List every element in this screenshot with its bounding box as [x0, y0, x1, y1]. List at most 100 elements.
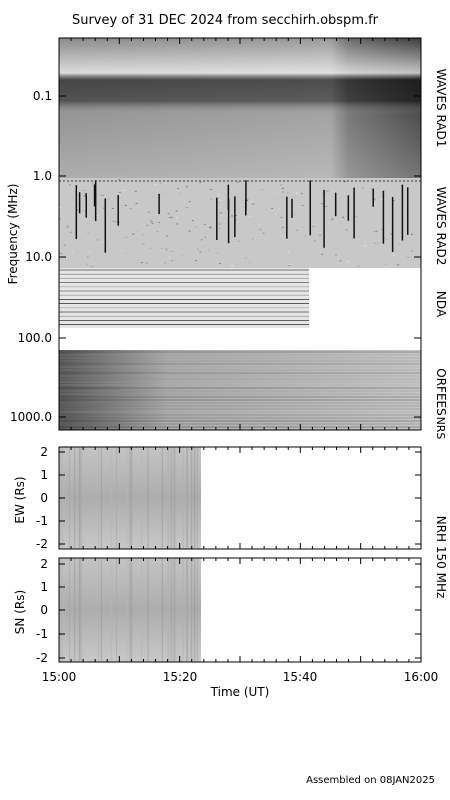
rad2-speck [183, 234, 186, 236]
rad2-speck [373, 198, 376, 200]
chart-title: Survey of 31 DEC 2024 from secchirh.obsp… [72, 13, 379, 28]
rad2-speck [107, 189, 110, 191]
y-tick-label: -2 [36, 651, 48, 665]
rad2-speck [388, 226, 391, 228]
instrument-label-orfees: ORFEES [434, 368, 448, 415]
rad2-speck [77, 203, 80, 205]
rad2-speck [334, 254, 337, 256]
rad2-speck [218, 194, 221, 196]
rad2-speck [234, 194, 237, 196]
rad2-speck [207, 249, 210, 251]
rad2-speck [289, 227, 292, 229]
rad2-speck [376, 242, 379, 244]
rad2-speck [294, 196, 297, 198]
rad2-speck [118, 179, 121, 181]
rad2-speck [340, 223, 343, 225]
rad2-speck [168, 217, 171, 219]
nda-lines [59, 269, 309, 325]
rad2-bursts [59, 179, 421, 268]
rad2-speck [392, 254, 395, 256]
rad2-speck [293, 213, 296, 215]
rad2-speck [164, 262, 167, 264]
rad2-speck [220, 212, 223, 214]
rad2-speck [118, 192, 121, 194]
rad2-speck [188, 230, 191, 232]
rad2-speck [185, 204, 188, 206]
rad2-speck [82, 189, 85, 191]
rad2-speck [282, 187, 285, 189]
assembled-note: Assembled on 08JAN2025 [306, 775, 435, 786]
rad2-speck [234, 215, 237, 217]
rad2-speck [397, 264, 400, 266]
rad2-speck [176, 223, 179, 225]
rad2-speck [400, 212, 403, 214]
rad2-speck [187, 244, 190, 246]
rad2-speck [325, 205, 328, 207]
rad2-speck [313, 203, 316, 205]
rad2-speck [102, 207, 105, 209]
rad2-speck [217, 212, 220, 214]
rad2-speck [315, 255, 318, 257]
rad2-band [59, 178, 421, 268]
rad2-speck [295, 229, 298, 231]
rad1-band-shading [59, 38, 421, 178]
rad2-speck [407, 256, 410, 258]
rad2-speck [151, 222, 154, 224]
rad2-speck [106, 241, 109, 243]
rad2-speck [59, 218, 62, 220]
rad2-speck [137, 191, 140, 193]
orfees-lines [59, 351, 421, 428]
rad2-speck [278, 208, 281, 210]
rad2-speck [204, 236, 207, 238]
rad2-speck [101, 194, 104, 196]
rad2-speck [380, 229, 383, 231]
rad2-speck [119, 195, 122, 197]
y-tick-label: 0.1 [33, 89, 52, 103]
rad2-speck [246, 198, 249, 200]
rad2-speck [262, 232, 265, 234]
rad2-speck [251, 238, 254, 240]
rad2-speck [302, 226, 305, 228]
rad2-speck [282, 191, 285, 193]
y-tick-label: 0 [40, 603, 48, 617]
rad2-speck [218, 263, 221, 265]
rad2-speck [259, 228, 262, 230]
rad2-speck [135, 202, 138, 204]
rad2-speck [312, 180, 315, 182]
rad2-speck [355, 216, 358, 218]
rad2-speck [84, 193, 87, 195]
rad2-speck [115, 221, 118, 223]
rad2-speck [181, 213, 184, 215]
rad2-speck [343, 181, 346, 183]
y-tick-label: -1 [36, 627, 48, 641]
rad2-speck [250, 200, 253, 202]
y-tick-label: 10.0 [25, 250, 52, 264]
rad2-speck [154, 184, 157, 186]
rad2-speck [147, 211, 150, 213]
rad2-speck [185, 207, 188, 209]
x-axis: 15:00 15:20 15:40 16:00 Time (UT) [42, 670, 439, 699]
rad2-speck [171, 260, 174, 262]
nda-band [59, 268, 309, 328]
nrh-streaks [60, 448, 198, 661]
rad2-speck [132, 233, 135, 235]
rad2-speck [248, 225, 251, 227]
rad2-speck [83, 195, 86, 197]
rad2-speck [411, 233, 414, 235]
rad2-speck [236, 200, 239, 202]
rad2-speck [216, 252, 219, 254]
rad2-speck [86, 256, 89, 258]
rad2-speck [319, 259, 322, 261]
rad2-speck [93, 206, 96, 208]
rad2-speck [141, 234, 144, 236]
rad2-speck [185, 209, 188, 211]
rad2-speck [357, 265, 360, 267]
rad2-speck [111, 207, 114, 209]
rad2-speck [197, 186, 200, 188]
rad2-speck [96, 214, 99, 216]
rad2-speck [156, 231, 159, 233]
rad2-speck [80, 256, 83, 258]
rad2-speck [134, 209, 137, 211]
rad2-speck [319, 234, 322, 236]
rad2-speck [129, 208, 132, 210]
